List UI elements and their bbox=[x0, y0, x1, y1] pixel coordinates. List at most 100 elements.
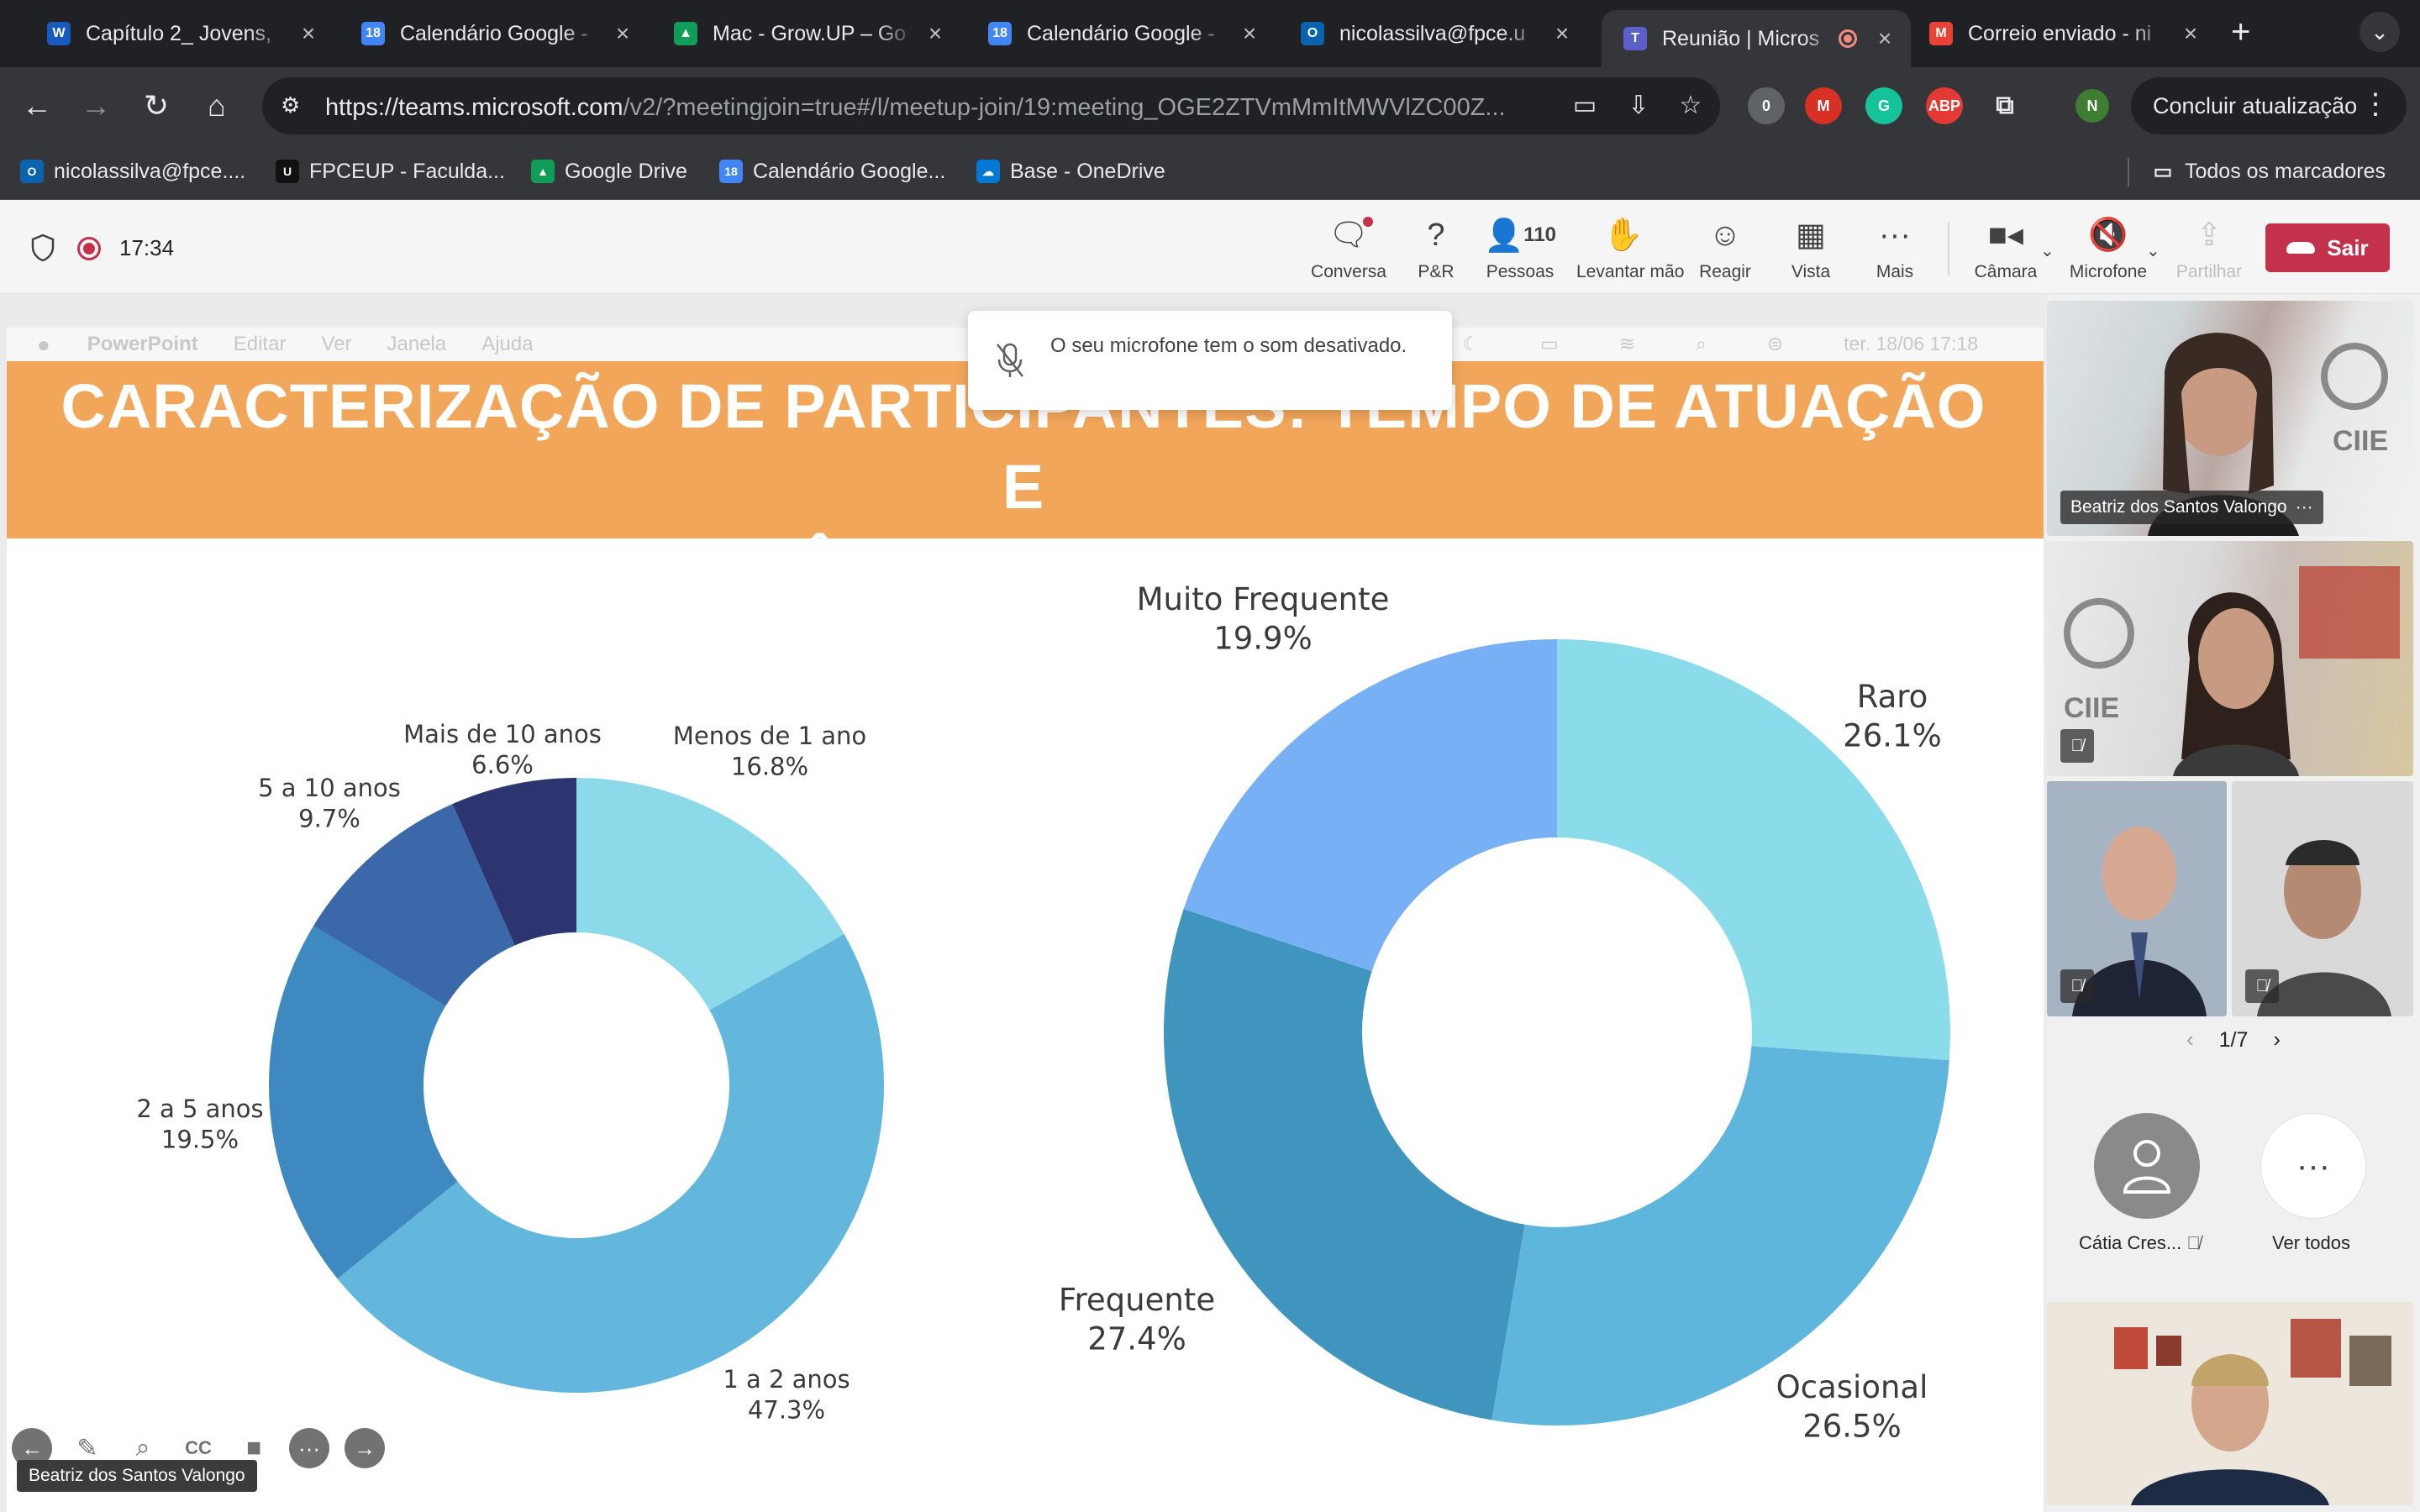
share-button[interactable]: ⇪ Partilhar bbox=[2163, 215, 2255, 282]
leave-button[interactable]: Sair bbox=[2265, 223, 2390, 272]
slice-category-label: Mais de 10 anos bbox=[403, 720, 602, 748]
bookmark-item[interactable]: 18 Calendário Google... bbox=[719, 156, 945, 186]
reload-button[interactable]: ↻ bbox=[143, 88, 170, 123]
finish-update-button[interactable]: Concluir atualização ⋮ bbox=[2131, 77, 2407, 134]
close-tab-icon[interactable]: × bbox=[615, 20, 630, 46]
video-tile[interactable] bbox=[2047, 1302, 2413, 1505]
mac-menu-item: Ajuda bbox=[481, 333, 534, 355]
browser-tab[interactable]: M Correio enviado - ni × bbox=[1907, 10, 2217, 57]
participant-avatar[interactable] bbox=[2094, 1113, 2200, 1219]
browser-tab[interactable]: W Capítulo 2_ Jovens, × bbox=[25, 10, 334, 57]
browser-tab[interactable]: T Reunião | Micros × bbox=[1602, 10, 1911, 67]
forward-button[interactable]: → bbox=[81, 88, 111, 123]
address-bar[interactable]: ⚙ https://teams.microsoft.com/v2/?meetin… bbox=[262, 77, 1720, 134]
video-tile[interactable]: CIIE Beatriz dos Santos Valongo ··· bbox=[2047, 301, 2413, 536]
next-slide-icon[interactable]: → bbox=[345, 1428, 385, 1468]
video-tile[interactable]: 🎙̸ bbox=[2232, 781, 2413, 1016]
camera-options-chevron-icon[interactable]: ⌄ bbox=[2040, 242, 2054, 260]
zoom-icon[interactable]: ⌕ bbox=[135, 1434, 150, 1462]
slice-category-label: Ocasional bbox=[1776, 1369, 1928, 1405]
bookmark-item[interactable]: U FPCEUP - Faculda... bbox=[276, 156, 505, 186]
raise-hand-button[interactable]: ✋ Levantar mão bbox=[1576, 215, 1684, 282]
svg-text:CIIE: CIIE bbox=[2064, 692, 2119, 724]
control-center-icon: ⊜ bbox=[1766, 333, 1784, 354]
slice-value-label: 26.1% bbox=[1843, 717, 1942, 753]
video-tile[interactable]: CIIE 🎙̸ bbox=[2047, 541, 2413, 776]
profile-avatar[interactable]: N bbox=[2075, 89, 2109, 123]
close-tab-icon[interactable]: × bbox=[928, 20, 943, 46]
qa-button[interactable]: ? P&R bbox=[1390, 215, 1482, 282]
all-bookmarks-button[interactable]: ▭ Todos os marcadores bbox=[2151, 156, 2386, 186]
donut-slice bbox=[313, 804, 515, 1006]
react-button[interactable]: ☺ Reagir bbox=[1679, 215, 1771, 282]
slice-category-label: Frequente bbox=[1059, 1282, 1215, 1318]
bookmark-star-icon[interactable]: ☆ bbox=[1679, 92, 1702, 119]
camera-button[interactable]: ■◂ Câmara bbox=[1960, 215, 2052, 282]
tab-title: Mac - Grow.UP – Go bbox=[713, 21, 907, 45]
slice-value-label: 19.9% bbox=[1213, 620, 1313, 656]
pen-icon[interactable]: ✎ bbox=[76, 1434, 98, 1462]
muted-mic-icon: 🎙̸ bbox=[2060, 969, 2094, 1003]
more-button[interactable]: ··· Mais bbox=[1849, 215, 1941, 282]
install-app-icon[interactable]: ⇩ bbox=[1628, 92, 1649, 119]
bookmark-label: Calendário Google... bbox=[753, 159, 946, 183]
site-settings-icon[interactable]: ⚙ bbox=[281, 92, 301, 118]
chat-button[interactable]: 🗨 Conversa bbox=[1302, 215, 1395, 282]
back-button[interactable]: ← bbox=[22, 88, 52, 123]
avatar-name-label: Cátia Cres... 🎙̸ bbox=[2079, 1232, 2201, 1253]
chevron-left-icon[interactable]: ‹ bbox=[2186, 1026, 2194, 1052]
camera-in-use-icon[interactable]: ▭ bbox=[1572, 92, 1597, 119]
camera-overlay-icon[interactable]: ■ bbox=[245, 1434, 262, 1462]
url-text: https://teams.microsoft.com/v2/?meetingj… bbox=[325, 94, 1506, 121]
slice-category-label: Raro bbox=[1857, 679, 1928, 715]
muted-mic-icon: 🎙̸ bbox=[2186, 1232, 2201, 1253]
people-button[interactable]: 👤110 Pessoas bbox=[1474, 215, 1566, 282]
bookmark-label: Google Drive bbox=[565, 159, 687, 183]
bookmark-item[interactable]: ▲ Google Drive bbox=[531, 156, 687, 186]
browser-tab[interactable]: 18 Calendário Google - × bbox=[339, 10, 649, 57]
page-indicator: 1/7 bbox=[2218, 1028, 2249, 1052]
slice-value-label: 47.3% bbox=[748, 1395, 825, 1424]
close-tab-icon[interactable]: × bbox=[1242, 20, 1257, 46]
donut-slice bbox=[1557, 639, 1950, 1061]
smiley-icon: ☺ bbox=[1708, 218, 1742, 253]
microphone-button[interactable]: 🔇 Microfone bbox=[2062, 215, 2154, 282]
tab-title: Capítulo 2_ Jovens, bbox=[86, 21, 271, 45]
mac-clock: ter. 18/06 17:18 bbox=[1844, 333, 1978, 354]
close-tab-icon[interactable]: × bbox=[1877, 25, 1892, 51]
tab-search-button[interactable]: ⌄ bbox=[2360, 12, 2400, 52]
browser-tab[interactable]: ▲ Mac - Grow.UP – Go × bbox=[652, 10, 961, 57]
tab-title: Correio enviado - ni bbox=[1968, 21, 2152, 45]
close-tab-icon[interactable]: × bbox=[1555, 20, 1570, 46]
extension-icon[interactable]: 0 bbox=[1748, 87, 1785, 124]
captions-icon[interactable]: CC bbox=[185, 1437, 212, 1458]
view-button[interactable]: ▦ Vista bbox=[1765, 215, 1857, 282]
video-tile[interactable]: 🎙̸ bbox=[2047, 781, 2227, 1016]
word-icon: W bbox=[47, 22, 71, 45]
mac-menu-app: PowerPoint bbox=[87, 333, 198, 355]
adblock-extension-icon[interactable]: ABP bbox=[1926, 87, 1963, 124]
participant-name-label: Beatriz dos Santos Valongo ··· bbox=[2060, 491, 2323, 524]
home-button[interactable]: ⌂ bbox=[208, 88, 226, 123]
chat-icon: 🗨 bbox=[1302, 215, 1395, 255]
tab-title: Reunião | Micros bbox=[1662, 26, 1820, 50]
browser-menu-icon[interactable]: ⋮ bbox=[2361, 88, 2390, 120]
close-tab-icon[interactable]: × bbox=[301, 20, 316, 46]
grammarly-extension-icon[interactable]: G bbox=[1865, 87, 1902, 124]
close-tab-icon[interactable]: × bbox=[2183, 20, 2198, 46]
see-all-button[interactable]: ··· bbox=[2260, 1113, 2366, 1219]
mendeley-extension-icon[interactable]: M bbox=[1805, 87, 1842, 124]
focus-moon-icon: ☾ bbox=[1462, 333, 1480, 354]
new-tab-button[interactable]: + bbox=[2231, 13, 2251, 50]
extensions-puzzle-icon[interactable]: ⧉ bbox=[1996, 92, 2014, 119]
browser-tab[interactable]: 18 Calendário Google - × bbox=[966, 10, 1276, 57]
chevron-right-icon[interactable]: › bbox=[2273, 1026, 2281, 1052]
more-options-icon[interactable]: ··· bbox=[289, 1428, 329, 1468]
google-drive-icon: ▲ bbox=[531, 160, 555, 183]
donut-slice bbox=[1491, 1046, 1949, 1425]
mic-options-chevron-icon[interactable]: ⌄ bbox=[2146, 242, 2160, 260]
browser-toolbar: ← → ↻ ⌂ ⚙ https://teams.microsoft.com/v2… bbox=[0, 67, 2420, 144]
bookmark-item[interactable]: ☁ Base - OneDrive bbox=[976, 156, 1165, 186]
